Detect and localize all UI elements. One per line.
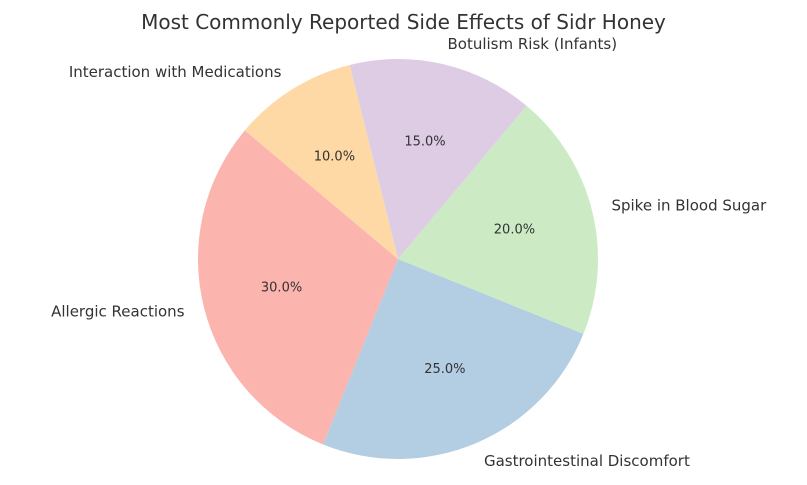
slice-percent-label: 15.0% — [404, 135, 445, 150]
slice-gastrointestinal-discomfort — [323, 259, 584, 460]
slice-botulism-risk-infants — [349, 58, 527, 259]
slice-category-label: Spike in Blood Sugar — [611, 196, 767, 214]
slice-category-label: Gastrointestinal Discomfort — [484, 452, 690, 470]
slice-percent-label: 10.0% — [314, 150, 355, 165]
chart-title: Most Commonly Reported Side Effects of S… — [141, 10, 666, 34]
slice-percent-label: 25.0% — [424, 362, 465, 377]
slice-percent-label: 20.0% — [494, 222, 535, 237]
slice-interaction-with-medications — [244, 64, 398, 259]
slice-percent-label: 30.0% — [261, 281, 302, 296]
slice-spike-in-blood-sugar — [398, 105, 599, 334]
slice-category-label: Interaction with Medications — [69, 63, 282, 81]
slice-category-label: Allergic Reactions — [51, 303, 185, 321]
slice-category-label: Botulism Risk (Infants) — [447, 35, 617, 53]
slice-allergic-reactions — [197, 130, 398, 445]
